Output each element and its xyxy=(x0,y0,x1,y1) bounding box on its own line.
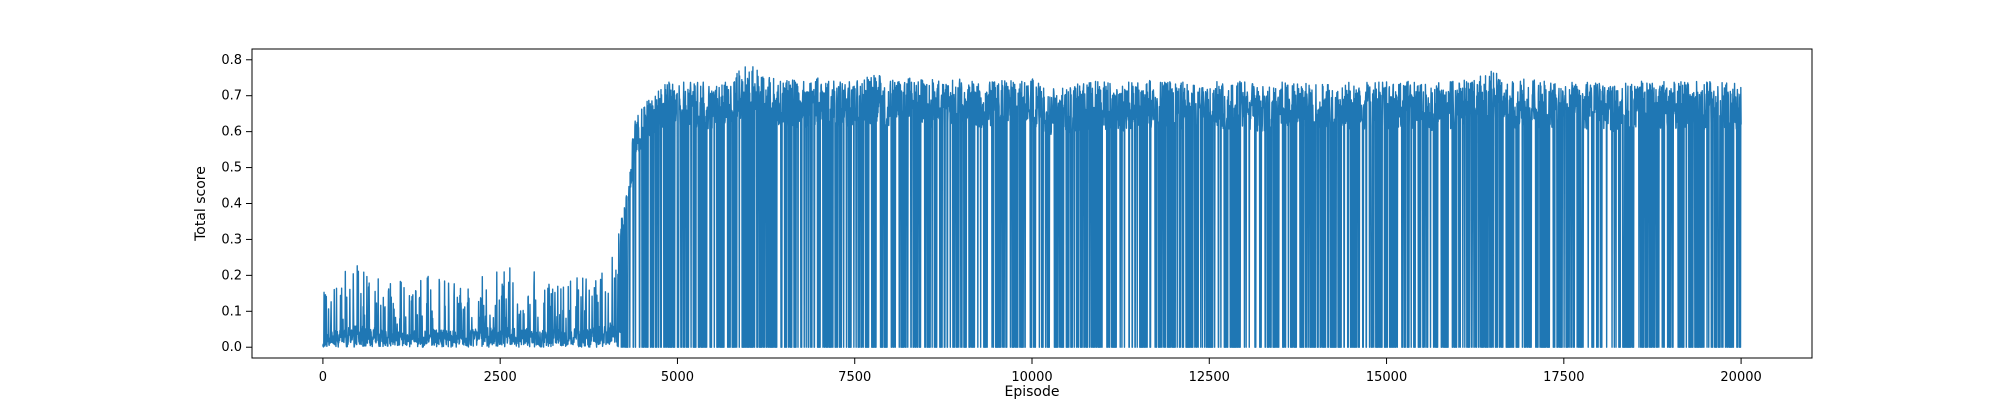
y-tick-label: 0.1 xyxy=(221,304,242,319)
y-tick-label: 0.8 xyxy=(221,53,242,68)
x-tick-label: 20000 xyxy=(1720,370,1761,385)
y-tick-label: 0.3 xyxy=(221,232,242,247)
y-tick-label: 0.5 xyxy=(221,161,242,176)
y-tick-label: 0.7 xyxy=(221,89,242,104)
x-tick-label: 0 xyxy=(319,370,327,385)
x-axis-title: Episode xyxy=(1005,384,1060,400)
score-series-line xyxy=(322,66,1742,348)
x-tick-label: 10000 xyxy=(1011,370,1052,385)
y-tick-label: 0.2 xyxy=(221,268,242,283)
x-axis-ticks: 0 2500 5000 7500 10000 12500 15000 17500 20000 xyxy=(319,358,1762,385)
y-tick-label: 0.4 xyxy=(221,197,242,212)
x-tick-label: 12500 xyxy=(1189,370,1230,385)
x-tick-label: 5000 xyxy=(661,370,694,385)
y-tick-label: 0.6 xyxy=(221,125,242,140)
y-axis-ticks: 0.0 0.1 0.2 0.3 0.4 0.5 0.6 0.7 0.8 xyxy=(221,53,252,355)
data-layer xyxy=(322,66,1742,348)
x-tick-label: 15000 xyxy=(1366,370,1407,385)
x-tick-label: 7500 xyxy=(838,370,871,385)
y-axis-title: Total score xyxy=(193,166,209,242)
x-tick-label: 17500 xyxy=(1543,370,1584,385)
y-tick-label: 0.0 xyxy=(221,340,242,355)
x-tick-label: 2500 xyxy=(484,370,517,385)
